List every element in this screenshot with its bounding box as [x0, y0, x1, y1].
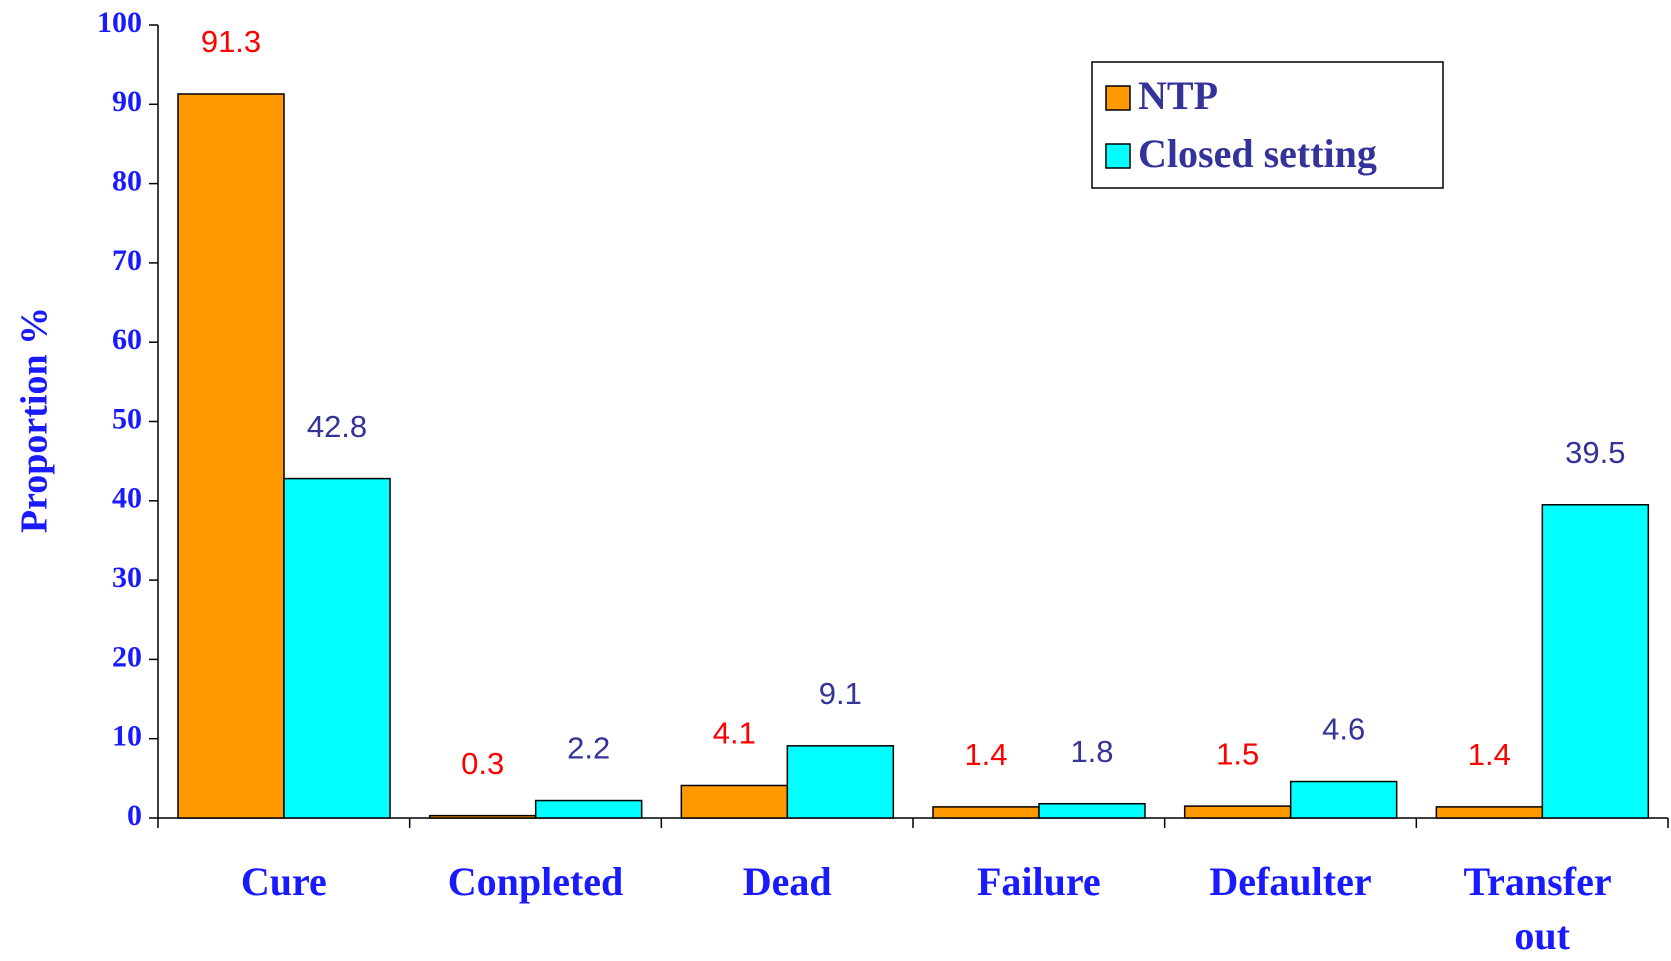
y-tick-label: 30	[112, 561, 142, 594]
y-tick-label: 20	[112, 640, 142, 673]
x-tick-label: Failure	[977, 859, 1101, 904]
bar	[1038, 802, 1146, 819]
bar	[932, 806, 1040, 819]
bar	[1541, 504, 1650, 819]
value-label: 1.8	[1070, 734, 1113, 769]
bar	[1435, 806, 1544, 819]
y-tick-label: 100	[97, 6, 142, 39]
value-label: 91.3	[201, 24, 261, 59]
bar	[534, 799, 643, 819]
y-tick-label: 0	[127, 799, 142, 832]
y-tick-label: 60	[112, 323, 142, 356]
y-tick-label: 80	[112, 164, 142, 197]
y-axis-label: Proportion %	[14, 307, 56, 533]
value-label: 1.4	[964, 737, 1007, 772]
y-tick-label: 50	[112, 402, 142, 435]
value-label: 9.1	[819, 676, 862, 711]
x-tick-label: Defaulter	[1209, 859, 1371, 904]
legend-label: NTP	[1138, 73, 1218, 118]
value-label: 1.4	[1468, 737, 1511, 772]
legend-box	[1091, 61, 1444, 189]
x-tick-label: Conpleted	[448, 859, 624, 904]
legend-label: Closed setting	[1138, 131, 1377, 176]
y-tick-label: 10	[112, 720, 142, 753]
y-tick-label: 70	[112, 244, 142, 277]
value-label: 42.8	[307, 409, 367, 444]
value-label: 39.5	[1565, 435, 1625, 470]
legend-swatch	[1105, 85, 1131, 111]
x-tick-label: Transfer out	[1463, 859, 1620, 958]
bar	[1183, 805, 1292, 819]
value-label: 4.1	[713, 716, 756, 751]
bar	[428, 814, 537, 819]
y-tick-label: 40	[112, 482, 142, 515]
value-label: 2.2	[567, 731, 610, 766]
bar	[1289, 780, 1398, 819]
bar	[680, 784, 789, 819]
bar	[283, 477, 391, 819]
value-label: 1.5	[1216, 736, 1259, 771]
value-label: 0.3	[461, 746, 504, 781]
x-tick-label: Cure	[241, 859, 327, 904]
value-label: 4.6	[1322, 712, 1365, 747]
legend-swatch	[1105, 143, 1131, 169]
bar	[177, 93, 285, 819]
x-tick-label: Dead	[743, 859, 832, 904]
x-tick-label-line: out	[1514, 913, 1570, 958]
bar	[786, 745, 895, 819]
x-tick-label-line: Transfer	[1463, 859, 1620, 904]
y-tick-label: 90	[112, 85, 142, 118]
